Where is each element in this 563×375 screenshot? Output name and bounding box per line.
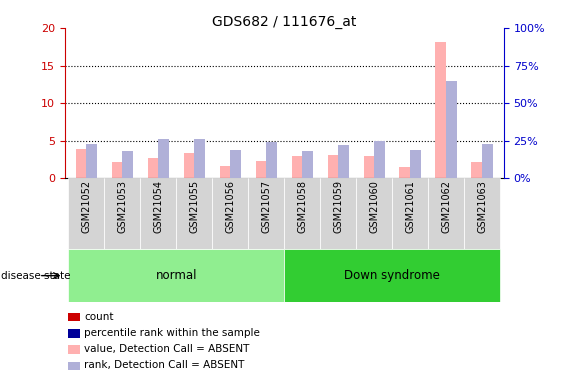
Text: GSM21055: GSM21055 xyxy=(189,180,199,233)
Bar xyxy=(68,178,104,249)
Text: rank, Detection Call = ABSENT: rank, Detection Call = ABSENT xyxy=(84,360,245,370)
Bar xyxy=(284,178,320,249)
Bar xyxy=(122,151,133,178)
Text: GSM21062: GSM21062 xyxy=(441,180,452,233)
Text: count: count xyxy=(84,312,114,322)
Bar xyxy=(436,42,446,178)
Bar xyxy=(302,151,313,178)
Text: GSM21054: GSM21054 xyxy=(153,180,163,233)
Bar xyxy=(364,156,374,178)
Bar xyxy=(471,162,482,178)
Bar xyxy=(75,149,86,178)
Text: GSM21061: GSM21061 xyxy=(405,180,415,233)
Bar xyxy=(464,178,501,249)
Bar xyxy=(482,144,493,178)
Bar xyxy=(148,158,158,178)
Bar xyxy=(248,178,284,249)
Text: percentile rank within the sample: percentile rank within the sample xyxy=(84,328,260,338)
Text: disease state: disease state xyxy=(1,271,70,280)
Bar xyxy=(220,166,230,178)
Bar xyxy=(400,167,410,178)
Bar xyxy=(212,178,248,249)
Bar xyxy=(320,178,356,249)
Bar xyxy=(230,150,241,178)
Bar xyxy=(292,156,302,178)
Text: GSM21060: GSM21060 xyxy=(369,180,379,233)
Bar xyxy=(104,178,140,249)
Bar xyxy=(446,81,457,178)
Bar xyxy=(86,144,97,178)
Bar xyxy=(428,178,464,249)
Text: normal: normal xyxy=(155,269,197,282)
Text: GSM21063: GSM21063 xyxy=(477,180,488,233)
Bar xyxy=(111,162,122,178)
Bar xyxy=(140,178,176,249)
Text: GSM21057: GSM21057 xyxy=(261,180,271,233)
Bar xyxy=(68,249,284,302)
Bar xyxy=(374,141,385,178)
Text: value, Detection Call = ABSENT: value, Detection Call = ABSENT xyxy=(84,344,250,354)
Bar xyxy=(338,145,349,178)
Bar xyxy=(410,150,421,178)
Bar xyxy=(356,178,392,249)
Text: GSM21053: GSM21053 xyxy=(117,180,127,233)
Text: GSM21058: GSM21058 xyxy=(297,180,307,233)
Bar xyxy=(284,249,501,302)
Text: GDS682 / 111676_at: GDS682 / 111676_at xyxy=(212,15,356,29)
Bar xyxy=(176,178,212,249)
Bar xyxy=(392,178,428,249)
Text: Down syndrome: Down syndrome xyxy=(345,269,440,282)
Bar xyxy=(158,139,169,178)
Bar xyxy=(256,161,266,178)
Text: GSM21056: GSM21056 xyxy=(225,180,235,233)
Text: GSM21052: GSM21052 xyxy=(81,180,91,233)
Bar xyxy=(328,155,338,178)
Bar xyxy=(266,142,277,178)
Text: GSM21059: GSM21059 xyxy=(333,180,343,233)
Bar xyxy=(184,153,194,178)
Bar xyxy=(194,139,205,178)
